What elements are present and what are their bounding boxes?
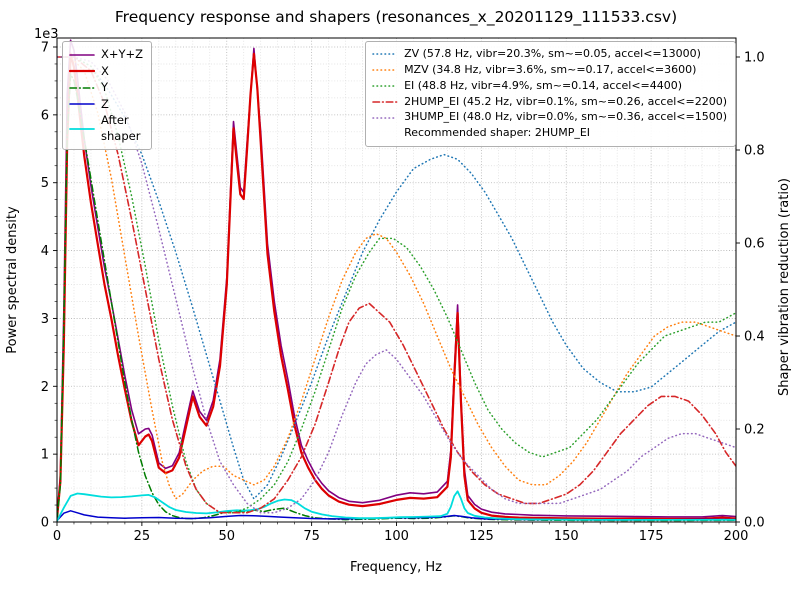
y-left-tick-label: 2 [41, 380, 49, 395]
psd-legend: X+Y+Z X Y Z After shaper [62, 41, 153, 151]
y-left-tick-label: 4 [41, 244, 49, 259]
legend-line-sample [69, 50, 95, 60]
y-axis-label-right: Shaper vibration reduction (ratio) [777, 178, 792, 396]
y-left-tick-label: 1 [41, 448, 49, 463]
minor-ticks [54, 63, 720, 525]
y-right-tick-label: 0.4 [744, 330, 765, 345]
y-axis-label-left: Power spectral density [5, 206, 20, 354]
legend-entry: X+Y+Z [69, 47, 143, 63]
series-lines [57, 39, 736, 522]
x-tick-label: 25 [134, 529, 151, 544]
tick-labels: 0 25 50 75 100 125 150 175 200 0 1 2 3 4 5 6 7 0.0 0.2 0.4 0… [41, 41, 765, 545]
series-x [57, 52, 736, 520]
x-tick-label: 100 [384, 529, 409, 544]
legend-entry: ZV (57.8 Hz, vibr=20.3%, sm~=0.05, accel… [372, 47, 727, 62]
x-tick-label: 75 [303, 529, 320, 544]
legend-line-sample [372, 49, 398, 59]
legend-entry: MZV (34.8 Hz, vibr=3.6%, sm~=0.17, accel… [372, 63, 727, 78]
legend-label: Z [101, 96, 109, 111]
series-2hump-ei [57, 56, 736, 514]
y-left-tick-label: 0 [41, 516, 49, 531]
series-zv [57, 56, 736, 500]
y-right-tick-label: 0.2 [744, 423, 765, 438]
legend-entry: EI (48.8 Hz, vibr=4.9%, sm~=0.14, accel<… [372, 79, 727, 94]
y-right-tick-label: 1.0 [744, 51, 765, 66]
y-left-tick-label: 7 [41, 41, 49, 56]
series-ei [57, 56, 736, 514]
x-tick-label: 50 [218, 529, 235, 544]
legend-entry: X [69, 64, 143, 80]
legend-label: Y [101, 80, 109, 95]
x-tick-label: 150 [554, 529, 579, 544]
x-tick-label: 0 [53, 529, 61, 544]
legend-label: Recommended shaper: 2HUMP_EI [404, 126, 591, 140]
major-ticks [53, 46, 740, 526]
legend-entry: 2HUMP_EI (45.2 Hz, vibr=0.1%, sm~=0.26, … [372, 95, 727, 110]
legend-line-sample [69, 66, 95, 76]
legend-line-sample [372, 113, 398, 123]
legend-label: ZV (57.8 Hz, vibr=20.3%, sm~=0.05, accel… [404, 47, 701, 60]
series-mzv [57, 56, 736, 500]
y-right-tick-label: 0.0 [744, 516, 765, 531]
legend-line-sample [372, 81, 398, 91]
legend-line-sample [372, 65, 398, 75]
x-axis-label: Frequency, Hz [350, 560, 442, 575]
y-left-tick-label: 5 [41, 176, 49, 191]
legend-entry: After shaper [69, 113, 143, 144]
legend-label: After shaper [101, 113, 141, 143]
legend-label: EI (48.8 Hz, vibr=4.9%, sm~=0.14, accel<… [404, 78, 683, 92]
legend-entry: 3HUMP_EI (48.0 Hz, vibr=0.0%, sm~=0.36, … [372, 110, 727, 125]
legend-label: MZV (34.8 Hz, vibr=3.6%, sm~=0.17, accel… [404, 62, 697, 76]
legend-label: X [101, 63, 109, 78]
y-left-tick-label: 6 [41, 108, 49, 123]
legend-label: 3HUMP_EI (48.0 Hz, vibr=0.0%, sm~=0.36, … [404, 110, 727, 124]
series-after-shaper [57, 490, 736, 522]
legend-entry: Z [69, 97, 143, 113]
y-right-tick-label: 0.8 [744, 144, 765, 159]
legend-line-sample [372, 97, 398, 107]
chart-title: Frequency response and shapers (resonanc… [115, 8, 677, 27]
legend-entry: Recommended shaper: 2HUMP_EI [372, 126, 727, 141]
series-3hump-ei [57, 56, 736, 514]
shaper-legend: ZV (57.8 Hz, vibr=20.3%, sm~=0.05, accel… [365, 41, 736, 148]
legend-line-sample [69, 124, 95, 134]
x-tick-label: 200 [724, 529, 749, 544]
y-axis-offset-text: 1e3 [34, 27, 59, 42]
legend-label: X+Y+Z [101, 47, 144, 61]
y-right-tick-label: 0.6 [744, 237, 765, 252]
x-tick-label: 125 [469, 529, 494, 544]
legend-label: 2HUMP_EI (45.2 Hz, vibr=0.1%, sm~=0.26, … [404, 94, 727, 108]
legend-entry: Y [69, 80, 143, 96]
y-left-tick-label: 3 [41, 312, 49, 327]
x-tick-label: 175 [639, 529, 664, 544]
legend-line-sample [69, 83, 95, 93]
legend-line-sample [69, 99, 95, 109]
